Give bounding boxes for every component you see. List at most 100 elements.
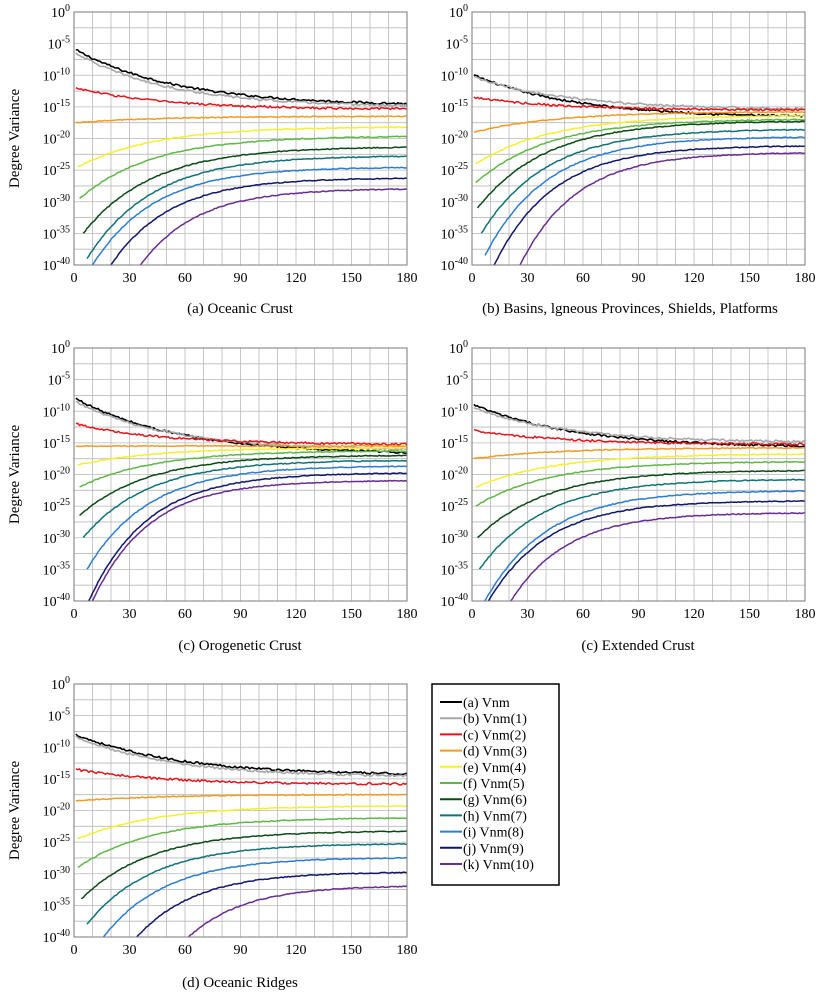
y-tick-label: 10-30 — [441, 529, 468, 547]
y-tick-label: 10-30 — [43, 529, 70, 547]
series-line-i-vnm-8 — [103, 856, 408, 938]
y-tick-label: 10-40 — [43, 256, 70, 274]
y-tick-label: 10-30 — [43, 193, 70, 211]
series-line-k-vnm-10 — [519, 152, 806, 266]
legend-item: (e) Vnm(4) — [440, 761, 526, 776]
legend-item: (b) Vnm(1) — [440, 712, 527, 727]
y-tick-label: 10-10 — [441, 402, 468, 420]
series-line-a-vnm — [75, 733, 408, 776]
legend-item: (d) Vnm(3) — [440, 745, 527, 760]
x-tick-label: 90 — [632, 607, 646, 622]
y-tick-label: 10-20 — [43, 802, 70, 820]
series-line-f-vnm-5 — [475, 460, 806, 507]
series-line-c-vnm-2 — [75, 86, 408, 111]
series-line-e-vnm-4 — [77, 804, 408, 840]
x-tick-label: 150 — [341, 607, 362, 622]
series-line-j-vnm-9 — [136, 871, 408, 938]
series-line-i-vnm-8 — [484, 489, 806, 602]
x-tick-label: 180 — [397, 607, 418, 622]
y-tick-label: 100 — [51, 675, 70, 693]
panel-caption: (c) Extended Crust — [581, 638, 695, 654]
y-tick-label: 10-5 — [48, 35, 70, 53]
y-tick-label: 100 — [51, 3, 70, 21]
panel-caption: (b) Basins, lgneous Provinces, Shields, … — [482, 301, 778, 317]
x-tick-label: 0 — [469, 607, 476, 622]
y-tick-label: 10-20 — [441, 130, 468, 148]
legend-item: (f) Vnm(5) — [440, 777, 525, 792]
legend-item: (c) Vnm(2) — [440, 728, 526, 743]
axes-frame — [471, 11, 806, 266]
y-tick-label: 100 — [51, 339, 70, 357]
y-tick-label: 10-40 — [441, 592, 468, 610]
series-line-j-vnm-9 — [487, 499, 806, 602]
x-tick-label: 0 — [469, 271, 476, 286]
y-tick-label: 10-35 — [43, 224, 70, 242]
x-tick-label: 120 — [684, 271, 705, 286]
series-line-g-vnm-6 — [477, 469, 806, 539]
x-tick-label: 90 — [234, 943, 248, 958]
y-tick-label: 10-15 — [43, 434, 70, 452]
chart-panel-1: 0 30 60 90 120 150 180 100 10-5 10-10 10-15 10-20 10… — [7, 3, 418, 317]
chart-panel-5: 0 30 60 90 120 150 180 100 10-5 10-10 10-15 10-20 10… — [7, 675, 418, 991]
series-line-a-vnm — [473, 74, 806, 118]
y-tick-label: 10-25 — [441, 161, 468, 179]
y-tick-label: 10-20 — [43, 466, 70, 484]
x-tick-label: 60 — [178, 607, 192, 622]
y-axis-label: Degree Variance — [7, 425, 23, 525]
series-line-e-vnm-4 — [77, 126, 408, 168]
y-tick-label: 10-25 — [441, 497, 468, 515]
legend-label: (h) Vnm(7) — [463, 809, 527, 824]
series-line-a-vnm — [75, 48, 408, 106]
legend-label: (i) Vnm(8) — [463, 826, 524, 841]
x-tick-label: 60 — [576, 607, 590, 622]
series-line-h-vnm-7 — [480, 128, 806, 234]
y-tick-label: 10-40 — [43, 928, 70, 946]
x-tick-label: 180 — [397, 271, 418, 286]
legend-label: (b) Vnm(1) — [463, 712, 527, 727]
x-tick-label: 90 — [234, 271, 248, 286]
y-tick-label: 10-15 — [441, 98, 468, 116]
series-line-k-vnm-10 — [188, 885, 408, 938]
legend-label: (k) Vnm(10) — [463, 858, 534, 873]
legend-label: (a) Vnm — [463, 696, 510, 711]
x-tick-label: 90 — [632, 271, 646, 286]
series-line-c-vnm-2 — [75, 768, 408, 786]
series-group — [473, 403, 806, 602]
x-tick-label: 150 — [341, 943, 362, 958]
x-tick-label: 120 — [684, 607, 705, 622]
legend: (a) Vnm(b) Vnm(1)(c) Vnm(2) (d) Vnm(3)(e)… — [431, 683, 560, 886]
series-group — [75, 48, 408, 266]
y-tick-label: 10-5 — [48, 707, 70, 725]
chart-panel-4: 0 30 60 90 120 150 180 100 10-5 10-10 10-15 10-20 10… — [441, 339, 816, 654]
y-tick-label: 10-35 — [441, 560, 468, 578]
series-group — [473, 74, 806, 266]
x-tick-label: 150 — [739, 271, 760, 286]
x-tick-label: 90 — [234, 607, 248, 622]
panel-caption: (d) Oceanic Ridges — [182, 975, 298, 991]
series-line-g-vnm-6 — [80, 830, 408, 900]
x-tick-label: 30 — [521, 271, 535, 286]
legend-label: (g) Vnm(6) — [463, 793, 527, 808]
series-line-j-vnm-9 — [110, 177, 408, 266]
chart-panel-2: 0 30 60 90 120 150 180 100 10-5 10-10 10-15 10-20 10… — [441, 3, 816, 317]
axes-frame — [73, 347, 408, 602]
legend-item: (i) Vnm(8) — [440, 826, 524, 841]
y-tick-label: 10-10 — [441, 66, 468, 84]
y-tick-label: 10-5 — [48, 371, 70, 389]
legend-item: (a) Vnm — [440, 696, 510, 711]
y-tick-label: 10-40 — [43, 592, 70, 610]
x-tick-label: 30 — [123, 607, 137, 622]
x-tick-label: 0 — [71, 943, 78, 958]
y-tick-label: 100 — [449, 339, 468, 357]
x-tick-label: 0 — [71, 607, 78, 622]
y-tick-label: 10-20 — [43, 130, 70, 148]
series-line-h-vnm-7 — [86, 842, 408, 925]
series-line-k-vnm-10 — [510, 511, 806, 602]
y-tick-label: 10-40 — [441, 256, 468, 274]
series-line-b-vnm-1 — [75, 735, 408, 778]
y-tick-label: 10-5 — [446, 35, 468, 53]
legend-label: (j) Vnm(9) — [463, 842, 524, 857]
y-tick-label: 10-25 — [43, 833, 70, 851]
y-tick-label: 10-15 — [441, 434, 468, 452]
y-tick-label: 10-15 — [43, 770, 70, 788]
